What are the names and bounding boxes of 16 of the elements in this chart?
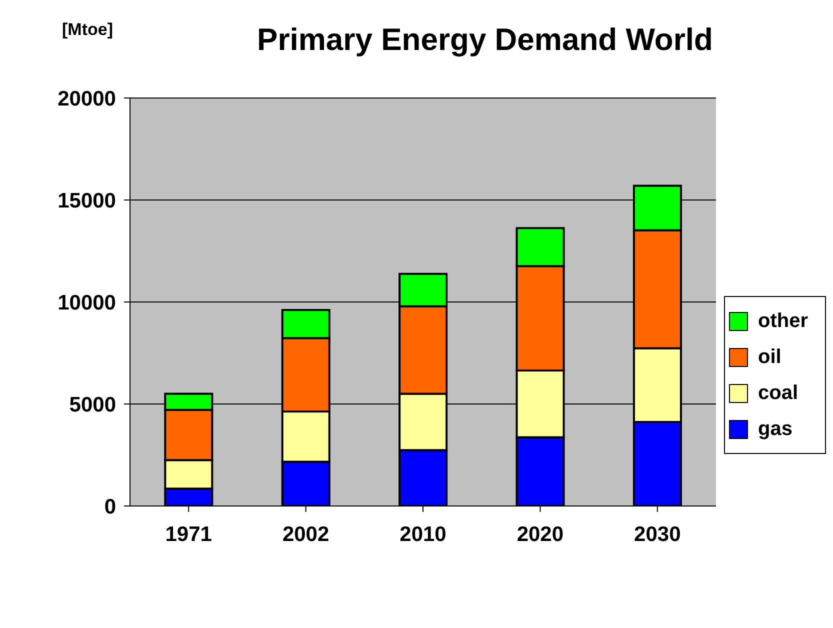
y-tick-label: 15000 bbox=[58, 189, 116, 212]
y-axis-title: [Mtoe] bbox=[62, 20, 113, 40]
x-tick-label: 2030 bbox=[634, 522, 681, 546]
legend-label: oil bbox=[758, 346, 782, 368]
x-tick-label: 2002 bbox=[282, 522, 330, 546]
x-tick-label: 1971 bbox=[165, 522, 212, 546]
x-tick-label: 2020 bbox=[516, 522, 564, 546]
legend-label: coal bbox=[758, 382, 798, 404]
y-tick-label: 20000 bbox=[58, 87, 116, 110]
x-tick-label: 2010 bbox=[400, 522, 446, 546]
y-tick-label: 5000 bbox=[69, 393, 116, 416]
legend-label: gas bbox=[758, 418, 792, 440]
y-tick-label: 0 bbox=[104, 495, 116, 518]
y-tick-label: 10000 bbox=[58, 291, 116, 314]
chart-title: Primary Energy Demand World bbox=[256, 22, 714, 58]
legend-label: other bbox=[758, 310, 808, 332]
